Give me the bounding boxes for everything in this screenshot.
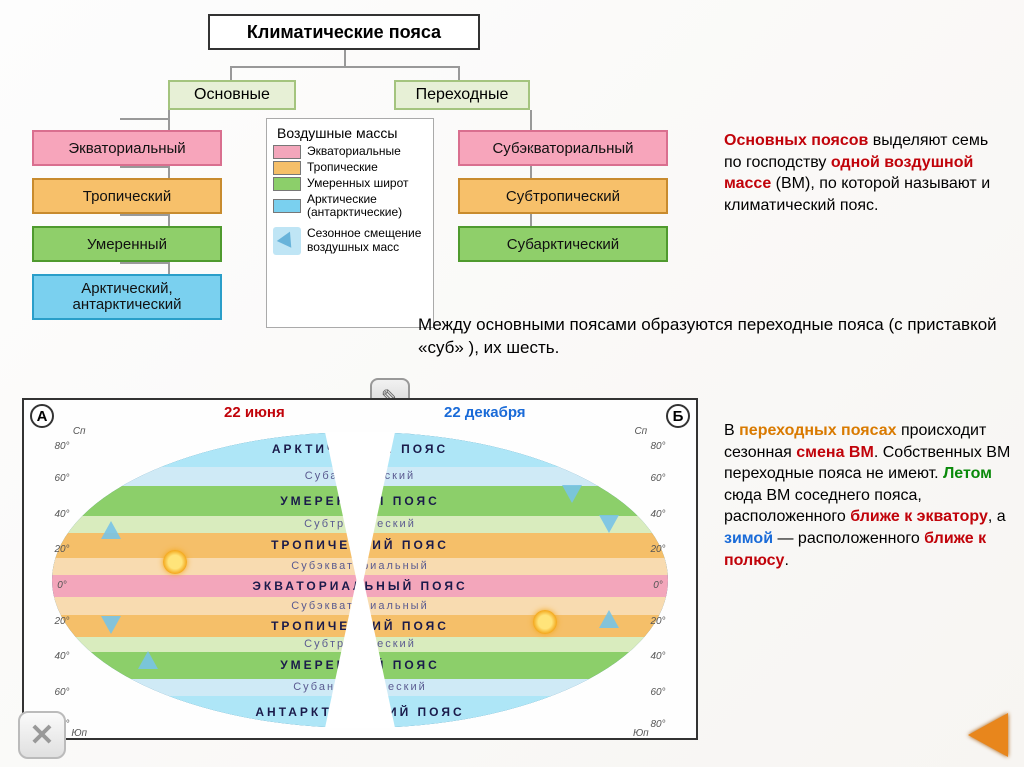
title: Климатические пояса <box>208 14 480 50</box>
legend-label: Арктические (антарктические) <box>307 193 427 219</box>
globe-band-label: Субтропический <box>52 518 668 530</box>
air-arrow <box>562 485 582 503</box>
globe-band: АНТАРКТИЧЕСКИЙ ПОЯС <box>52 696 668 728</box>
text-run: Основных поясов <box>724 132 868 149</box>
globe-band-label: ТРОПИЧЕСКИЙ ПОЯС <box>52 538 668 552</box>
globe-band-label: АНТАРКТИЧЕСКИЙ ПОЯС <box>52 705 668 719</box>
legend-swatch <box>273 161 301 175</box>
globe-letter-b: Б <box>666 404 690 428</box>
legend-label: Умеренных широт <box>307 177 408 190</box>
air-arrow <box>101 616 121 634</box>
conn <box>458 66 460 80</box>
lat-label: 60° <box>644 687 672 698</box>
lat-label: 60° <box>48 687 76 698</box>
legend-row: Арктические (антарктические) <box>273 193 427 219</box>
lat-label: 40° <box>48 509 76 520</box>
close-button[interactable]: ✕ <box>18 711 66 759</box>
legend-arrow-label: Сезонное смещение воздушных масс <box>307 227 427 255</box>
lat-label: 80° <box>48 441 76 452</box>
lat-label: 20° <box>644 616 672 627</box>
lat-label: 40° <box>644 651 672 662</box>
lat-label: 20° <box>48 616 76 627</box>
air-arrow <box>138 651 158 669</box>
text-run: ближе к экватору <box>850 508 988 525</box>
globe-diagram: А Б 22 июня 22 декабря АРКТИЧЕСКИЙ ПОЯС С… <box>22 398 698 740</box>
legend-swatch <box>273 177 301 191</box>
trans-zone: Субтропический <box>458 178 668 214</box>
main-zone: Арктический, антарктический <box>32 274 222 320</box>
globe-ellipse: АРКТИЧЕСКИЙ ПОЯССубарктическийУМЕРЕННЫЙ … <box>52 432 668 728</box>
lat-label: 40° <box>644 509 672 520</box>
text-run: В <box>724 422 739 439</box>
text-run: — расположенного <box>773 530 924 547</box>
lat-label: 60° <box>644 473 672 484</box>
globe-band: Субтропический <box>52 637 668 652</box>
globe-date-dec: 22 декабря <box>444 404 526 421</box>
globe-band: ТРОПИЧЕСКИЙ ПОЯС <box>52 533 668 558</box>
lat-label: 0° <box>48 580 76 591</box>
globe-band: Субантарктический <box>52 679 668 696</box>
legend: Воздушные массы Экваториальные Тропически… <box>266 118 434 328</box>
trans-zone: Субарктический <box>458 226 668 262</box>
globe-band-label: ТРОПИЧЕСКИЙ ПОЯС <box>52 619 668 633</box>
main-zone: Экваториальный <box>32 130 222 166</box>
globe-band-label: Субантарктический <box>52 681 668 693</box>
lat-label: 40° <box>48 651 76 662</box>
globe-band: Субэкваториальный <box>52 558 668 575</box>
globe-band-label: ЭКВАТОРИАЛЬНЫЙ ПОЯС <box>52 579 668 593</box>
air-arrow <box>599 515 619 533</box>
globe-band: ЭКВАТОРИАЛЬНЫЙ ПОЯС <box>52 575 668 597</box>
text-run: . <box>784 552 788 569</box>
legend-row: Тропические <box>273 161 427 175</box>
globe-band: АРКТИЧЕСКИЙ ПОЯС <box>52 432 668 467</box>
lat-label: 20° <box>48 544 76 555</box>
lat-label: 60° <box>48 473 76 484</box>
legend-arrow-icon <box>273 227 301 255</box>
para-trans: В переходных поясах происходит сезонная … <box>724 420 1012 571</box>
lat-label: 20° <box>644 544 672 555</box>
lat-label: 80° <box>644 441 672 452</box>
globe-canvas: АРКТИЧЕСКИЙ ПОЯССубарктическийУМЕРЕННЫЙ … <box>52 432 668 728</box>
text-run: , а <box>988 508 1006 525</box>
main-zone: Тропический <box>32 178 222 214</box>
main-zone: Умеренный <box>32 226 222 262</box>
globe-band-label: АРКТИЧЕСКИЙ ПОЯС <box>52 442 668 456</box>
lat-label: 0° <box>644 580 672 591</box>
category-main: Основные <box>168 80 296 110</box>
globe-band: Субтропический <box>52 516 668 533</box>
back-button[interactable] <box>968 713 1008 757</box>
globe-band: Субэкваториальный <box>52 597 668 614</box>
globe-band-label: Субтропический <box>52 638 668 650</box>
legend-title: Воздушные массы <box>277 125 427 141</box>
category-trans: Переходные <box>394 80 530 110</box>
legend-swatch <box>273 199 301 213</box>
text-run: переходных поясах <box>739 422 896 439</box>
legend-label: Тропические <box>307 161 378 174</box>
conn <box>230 66 232 80</box>
air-arrow <box>101 521 121 539</box>
text-run: смена ВМ <box>796 444 874 461</box>
legend-row: Умеренных широт <box>273 177 427 191</box>
slide-root: Климатические пояса Основные Переходные … <box>0 0 1024 767</box>
legend-row: Экваториальные <box>273 145 427 159</box>
para-middle: Между основными поясами образуются перех… <box>418 314 1008 360</box>
globe-band: Субарктический <box>52 467 668 487</box>
globe-date-june: 22 июня <box>224 404 285 421</box>
globe-band-label: Субэкваториальный <box>52 560 668 572</box>
globe-band-label: Субарктический <box>52 470 668 482</box>
globe-band: ТРОПИЧЕСКИЙ ПОЯС <box>52 615 668 637</box>
para-main: Основных поясов выделяют семь по господс… <box>724 130 1008 216</box>
legend-label: Экваториальные <box>307 145 401 158</box>
globe-letter-a: А <box>30 404 54 428</box>
globe-band-label: Субэкваториальный <box>52 600 668 612</box>
text-run: зимой <box>724 530 773 547</box>
conn <box>230 66 458 68</box>
conn <box>344 50 346 66</box>
text-run: Летом <box>943 465 992 482</box>
sun-icon <box>533 610 557 634</box>
trans-zone: Субэкваториальный <box>458 130 668 166</box>
legend-swatch <box>273 145 301 159</box>
air-arrow <box>599 610 619 628</box>
